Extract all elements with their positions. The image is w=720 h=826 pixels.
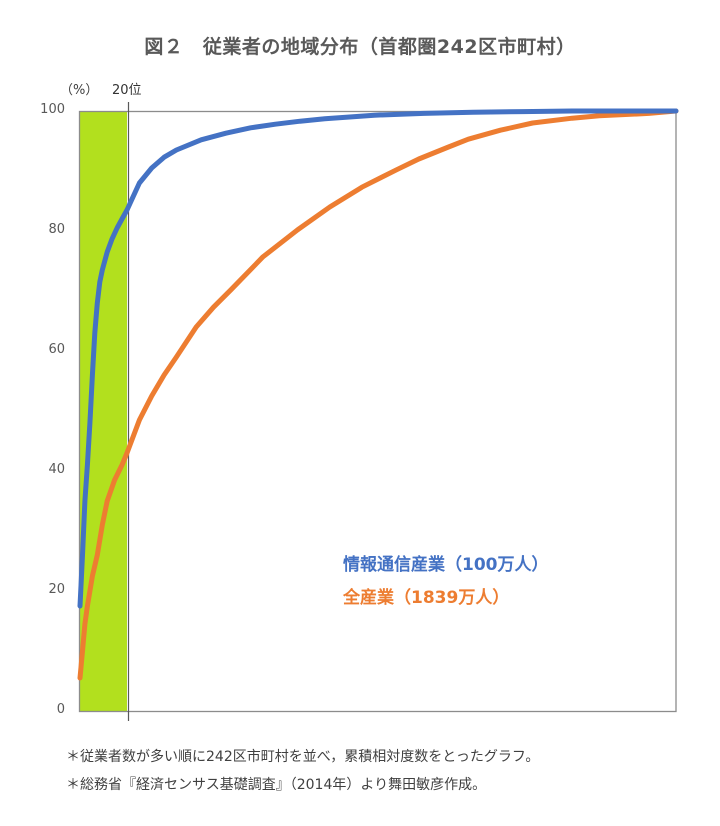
legend-all-industries: 全産業（1839万人） bbox=[343, 588, 510, 608]
footnote-method: ＊従業者数が多い順に242区市町村を並べ，累積相対度数をとったグラフ。 bbox=[66, 749, 540, 765]
y-tick-0: 0 bbox=[56, 702, 65, 717]
y-tick-80: 80 bbox=[48, 222, 65, 237]
series-line-ict-industry bbox=[77, 108, 679, 609]
plot-frame bbox=[78, 110, 677, 713]
y-tick-60: 60 bbox=[48, 342, 65, 357]
y-tick-100: 100 bbox=[40, 102, 65, 117]
y-tick-20: 20 bbox=[48, 582, 65, 597]
series-line-all-industries bbox=[77, 108, 679, 681]
figure-title: 図２ 従業者の地域分布（首都圏242区市町村） bbox=[144, 36, 576, 58]
rank-20-label: 20位 bbox=[112, 83, 142, 98]
footnote-source: ＊総務省『経済センサス基礎調査』（2014年）より舞田敏彦作成。 bbox=[66, 777, 487, 793]
y-tick-40: 40 bbox=[48, 462, 65, 477]
legend-ict-industry: 情報通信産業（100万人） bbox=[343, 555, 549, 575]
y-axis-unit-label: （%） bbox=[60, 83, 99, 98]
